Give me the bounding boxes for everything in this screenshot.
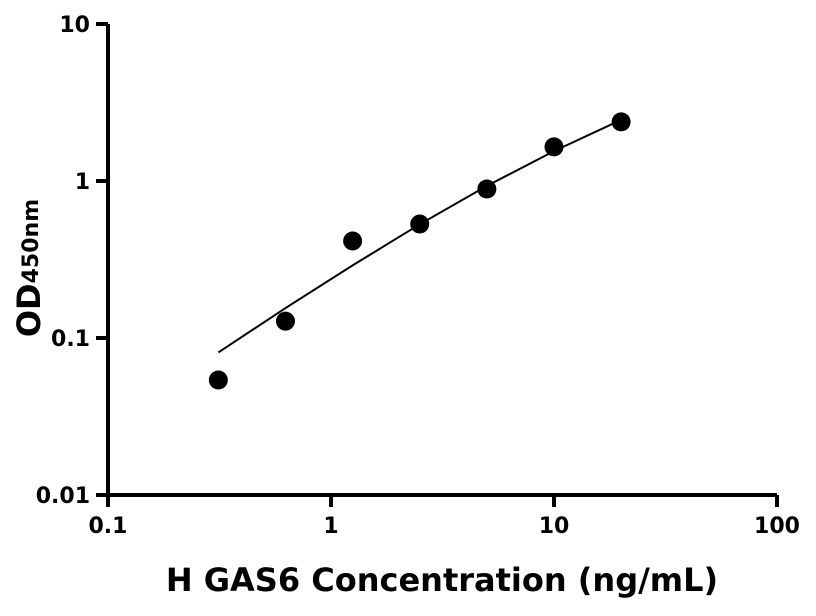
y-tick-label: 0.01 <box>36 484 90 509</box>
y-tick-label: 1 <box>75 170 90 195</box>
y-axis-label-sub: 450nm <box>19 199 44 284</box>
x-tick-label: 100 <box>754 514 800 539</box>
data-point <box>410 214 430 234</box>
data-point <box>544 137 564 157</box>
y-axis-label: OD450nm <box>10 199 48 337</box>
x-tick-label: 1 <box>323 514 338 539</box>
data-point <box>343 231 363 251</box>
data-point <box>611 112 631 132</box>
data-points <box>208 112 631 390</box>
x-tick-label: 0.1 <box>89 514 128 539</box>
x-tick-label: 10 <box>539 514 570 539</box>
data-point <box>477 179 497 199</box>
y-tick-label: 10 <box>59 13 90 38</box>
data-point <box>208 370 228 390</box>
y-axis-label-main: OD <box>10 283 48 337</box>
data-point <box>275 311 295 331</box>
y-tick-label: 0.1 <box>51 327 90 352</box>
axes: 0.1 1 10 100 0.01 0.1 1 10 <box>36 13 800 539</box>
x-axis-label: H GAS6 Concentration (ng/mL) <box>166 561 718 599</box>
